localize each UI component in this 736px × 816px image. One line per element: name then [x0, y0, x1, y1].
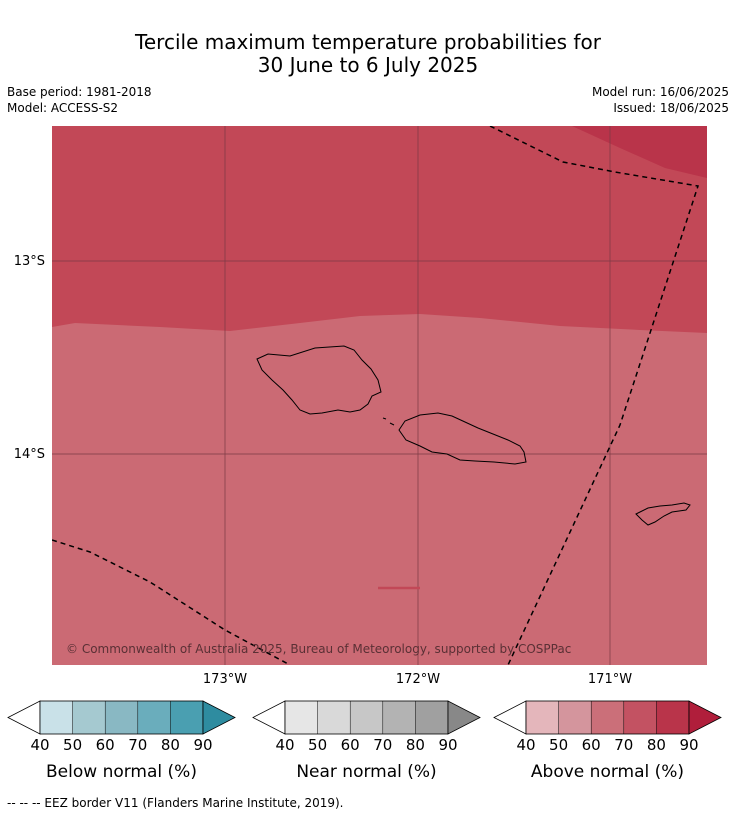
- colorbar-segment: [105, 701, 138, 734]
- colorbar-tick-label: 70: [128, 736, 148, 754]
- colorbar-tick-label: 60: [581, 736, 601, 754]
- eez-border: [52, 539, 291, 665]
- island-small: [382, 417, 387, 420]
- copyright-text: © Commonwealth of Australia 2025, Bureau…: [66, 642, 571, 656]
- lat-label-14s: 14°S: [14, 447, 45, 462]
- band-80-90: [572, 126, 707, 178]
- colorbar-tick-label: 90: [193, 736, 213, 754]
- island-small: [389, 422, 395, 426]
- issued-date: Issued: 18/06/2025: [613, 101, 729, 115]
- footnote: -- -- -- EEZ border V11 (Flanders Marine…: [7, 796, 344, 810]
- colorbar-label: Below normal (%): [46, 762, 197, 782]
- model-run: Model run: 16/06/2025: [591, 85, 729, 99]
- colorbar-tick-label: 80: [405, 736, 425, 754]
- island-tutuila: [635, 502, 691, 526]
- colorbar-segment: [656, 701, 689, 734]
- base-period: Base period: 1981-2018: [7, 85, 152, 99]
- lon-label-173w: 173°W: [203, 672, 247, 687]
- colorbar-tick-label: 50: [63, 736, 83, 754]
- colorbar-extend-high: [202, 700, 236, 735]
- lon-label-172w: 172°W: [396, 672, 440, 687]
- colorbar-extend-high: [447, 700, 481, 735]
- band-70-80: [52, 126, 707, 333]
- colorbar-tick-label: 40: [30, 736, 50, 754]
- colorbar-tick-label: 80: [646, 736, 666, 754]
- colorbar-tick-label: 90: [438, 736, 458, 754]
- colorbar-segment: [170, 701, 203, 734]
- meta-right: Model run: 16/06/2025 Issued: 18/06/2025: [592, 84, 729, 116]
- meta-left: Base period: 1981-2018 Model: ACCESS-S2: [7, 84, 152, 116]
- colorbar-segment: [137, 701, 171, 734]
- colorbar-tick-label: 80: [160, 736, 180, 754]
- colorbar-tick-label: 40: [516, 736, 536, 754]
- colorbar-tick-label: 40: [275, 736, 295, 754]
- colorbar-segment: [40, 701, 73, 734]
- colorbar-segment: [415, 701, 448, 734]
- colorbar-segment: [382, 701, 416, 734]
- colorbar-segment: [526, 701, 559, 734]
- colorbar-tick-label: 50: [308, 736, 328, 754]
- colorbar-segment: [317, 701, 351, 734]
- colorbar-tick-label: 90: [679, 736, 699, 754]
- eez-border: [489, 126, 699, 665]
- model-name: Model: ACCESS-S2: [7, 101, 119, 115]
- title-line-1: Tercile maximum temperature probabilitie…: [135, 30, 601, 54]
- colorbar-segment: [623, 701, 657, 734]
- colorbar-extend-high: [688, 700, 722, 735]
- colorbar-label: Above normal (%): [530, 762, 685, 782]
- colorbars: [7, 700, 722, 735]
- colorbar-segment: [591, 701, 624, 734]
- colorbar-segment: [558, 701, 592, 734]
- map-svg: © Commonwealth of Australia 2025, Bureau…: [14, 126, 707, 687]
- colorbar-segment: [285, 701, 318, 734]
- colorbar-tick-label: 50: [549, 736, 569, 754]
- colorbar-segment: [350, 701, 383, 734]
- colorbar-extend-low: [7, 700, 41, 735]
- colorbar-tick-label: 70: [614, 736, 634, 754]
- colorbar-extend-low: [252, 700, 286, 735]
- chart-title: Tercile maximum temperature probabilitie…: [0, 31, 736, 77]
- island-savaii: [256, 345, 382, 415]
- colorbar-label: Near normal (%): [296, 762, 437, 782]
- lon-label-171w: 171°W: [588, 672, 632, 687]
- lat-label-13s: 13°S: [14, 254, 45, 269]
- colorbar-tick-label: 60: [340, 736, 360, 754]
- colorbar-segment: [72, 701, 106, 734]
- colorbar-tick-label: 70: [373, 736, 393, 754]
- colorbar-extend-low: [493, 700, 527, 735]
- island-upolu: [398, 412, 527, 465]
- map-area: © Commonwealth of Australia 2025, Bureau…: [52, 126, 707, 665]
- title-line-2: 30 June to 6 July 2025: [257, 53, 479, 77]
- colorbar-tick-label: 60: [95, 736, 115, 754]
